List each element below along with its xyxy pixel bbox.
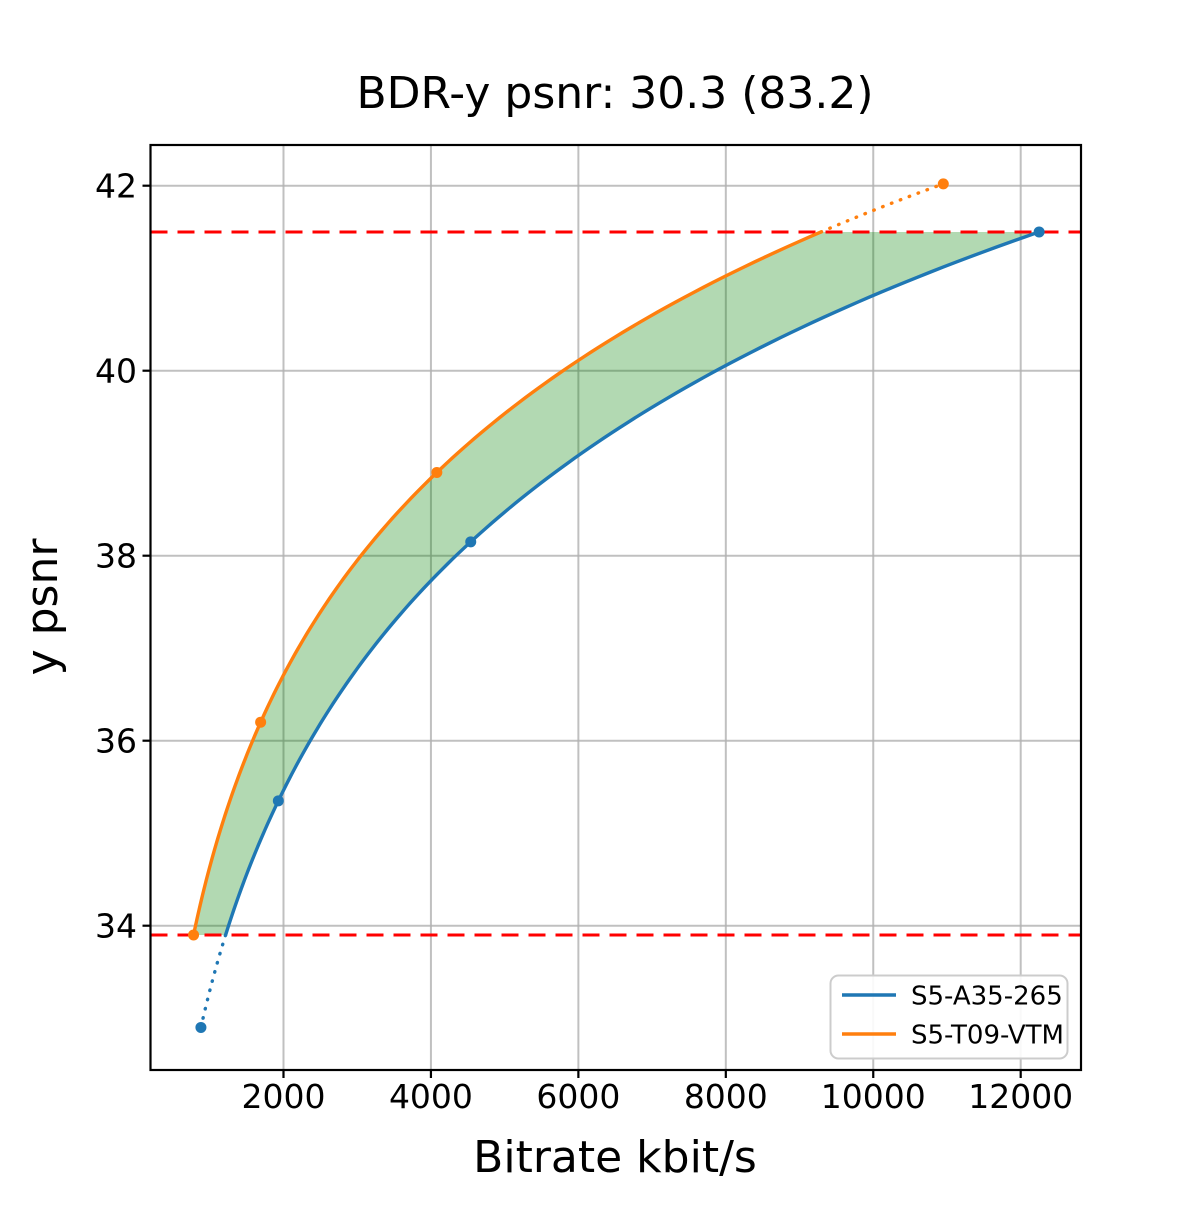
x-tick-label: 6000 [536, 1077, 620, 1116]
legend-label-S5-A35-265: S5-A35-265 [911, 982, 1063, 1012]
rd-curve-S5-T09-VTM [191, 230, 823, 937]
data-point-marker-S5-A35-265 [272, 795, 284, 807]
legend: S5-A35-265 S5-T09-VTM [829, 974, 1069, 1060]
x-tick-label: 8000 [684, 1077, 768, 1116]
y-tick-label: 36 [95, 722, 137, 761]
grid [150, 145, 1081, 1070]
rd-curve-extrapolation-S5-A35-265 [199, 933, 228, 1030]
x-tick-label: 10000 [821, 1077, 926, 1116]
data-point-marker-S5-T09-VTM [431, 466, 443, 478]
y-tick-label: 34 [95, 907, 137, 946]
chart-title: BDR-y psnr: 30.3 (83.2) [356, 68, 873, 119]
rd-curve-extrapolation-S5-T09-VTM [819, 182, 945, 234]
data-point-marker-S5-T09-VTM [255, 716, 267, 728]
y-tick-label: 40 [95, 352, 137, 391]
x-axis-label: Bitrate kbit/s [473, 1132, 757, 1183]
data-point-marker-S5-T09-VTM [937, 178, 949, 190]
data-point-marker-S5-A35-265 [195, 1021, 207, 1033]
x-tick-label: 12000 [968, 1077, 1073, 1116]
y-tick-label: 38 [95, 537, 137, 576]
bd-shaded-region [193, 231, 1040, 935]
data-point-marker-S5-T09-VTM [188, 929, 200, 941]
y-axis-label: y psnr [17, 538, 68, 676]
data-point-marker-S5-A35-265 [1033, 226, 1045, 238]
plot-border [149, 143, 1083, 1072]
legend-label-S5-T09-VTM: S5-T09-VTM [911, 1021, 1064, 1051]
data-point-marker-S5-A35-265 [465, 536, 477, 548]
x-tick-label: 2000 [241, 1077, 325, 1116]
y-tick-label: 42 [95, 167, 137, 206]
x-tick-label: 4000 [389, 1077, 473, 1116]
rd-curve-S5-A35-265 [223, 230, 1041, 937]
